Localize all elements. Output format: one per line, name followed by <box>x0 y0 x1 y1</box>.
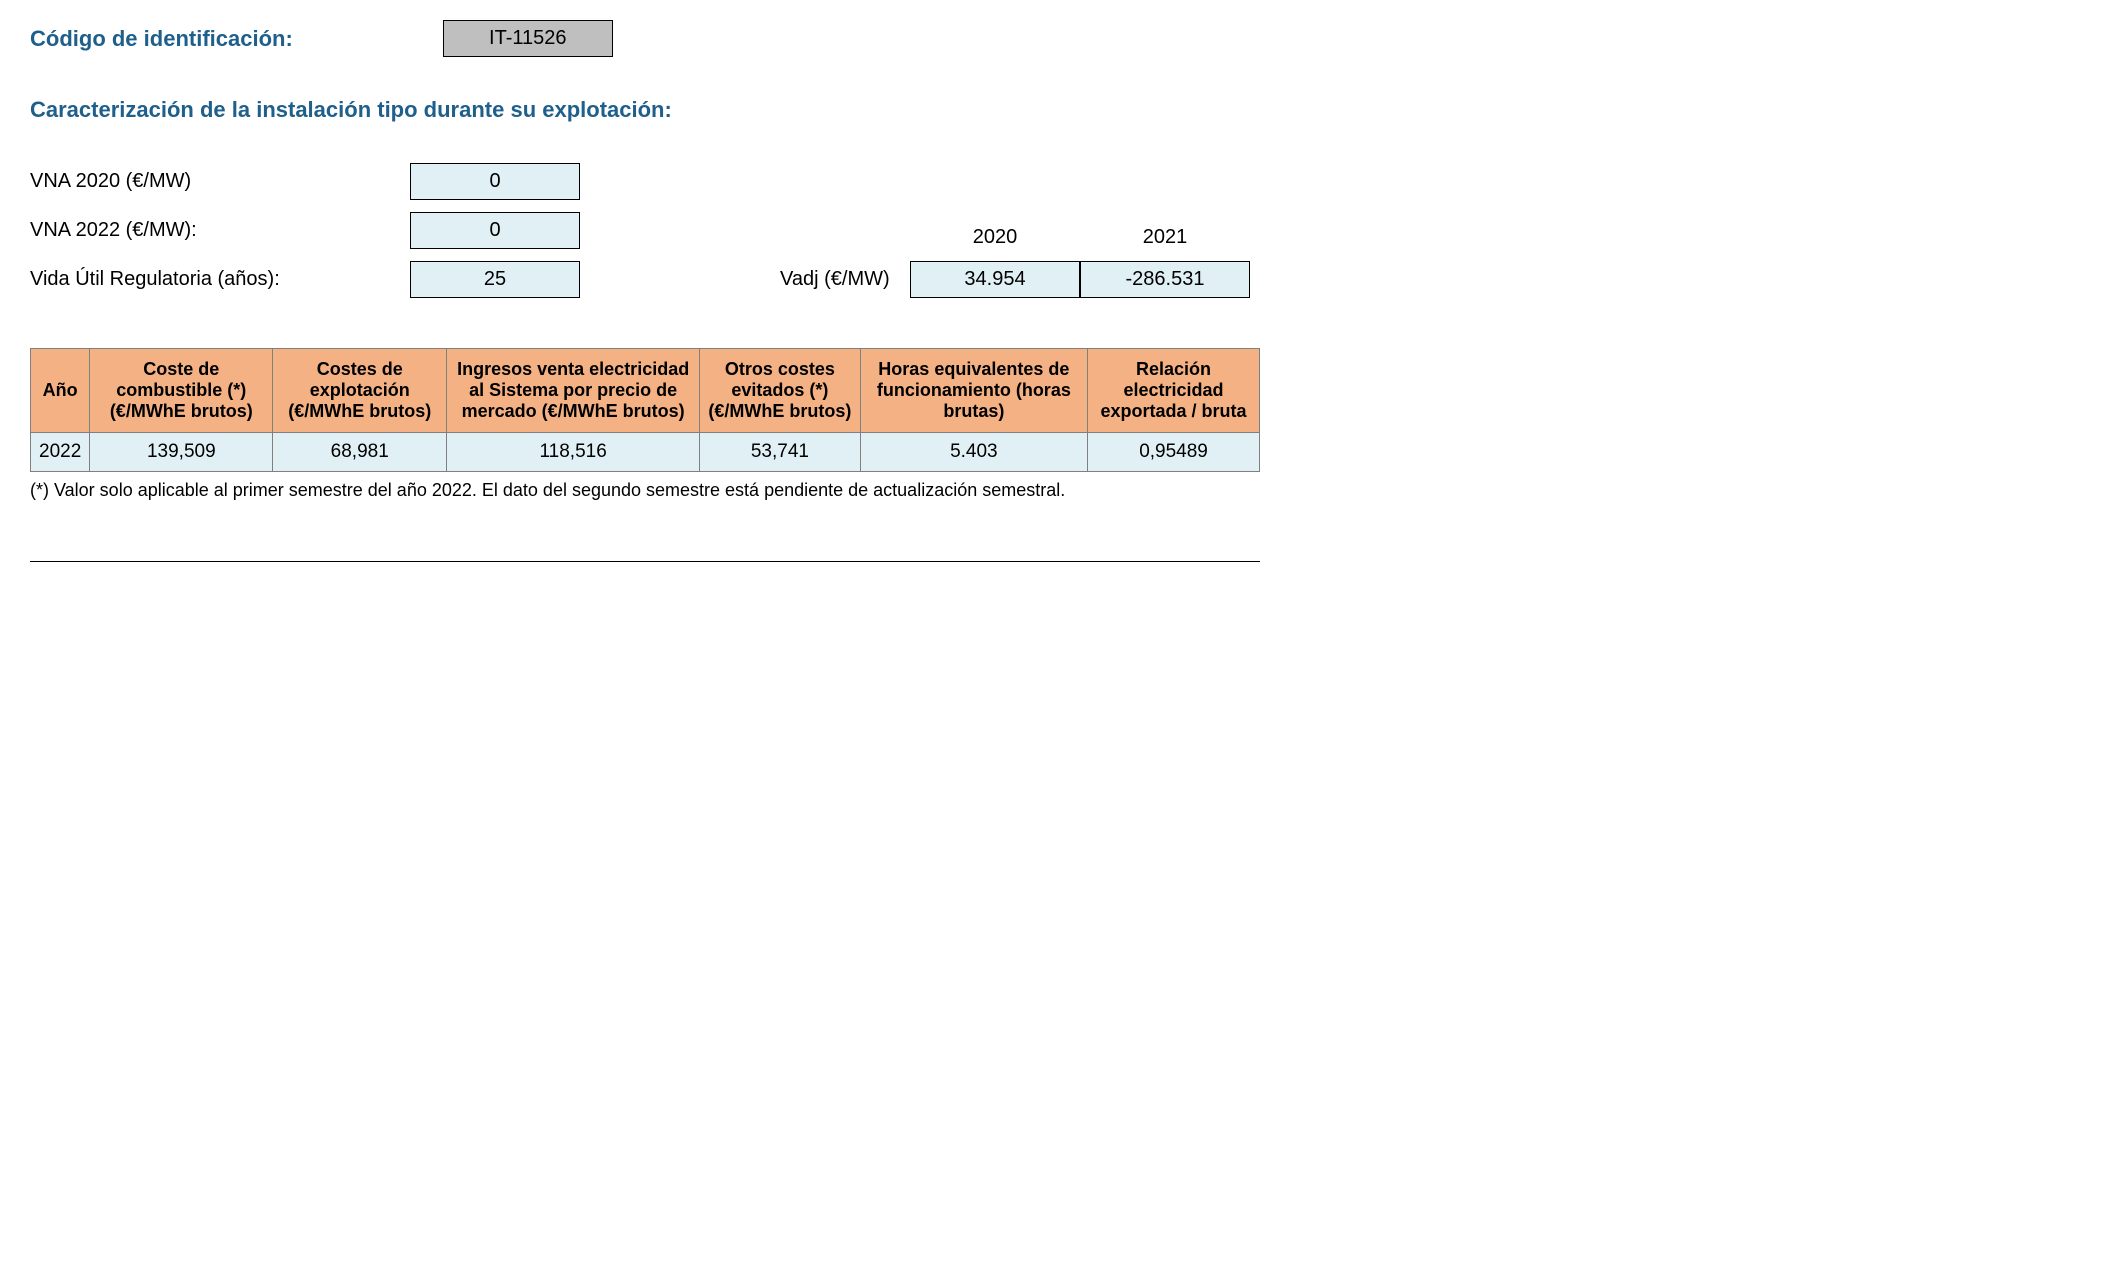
parameters-right: 2020 2021 Vadj (€/MW) 34.954 -286.531 <box>780 163 1250 298</box>
parameters-section: VNA 2020 (€/MW) 0 VNA 2022 (€/MW): 0 Vid… <box>30 163 2096 298</box>
main-data-table: Año Coste de combustible (*) (€/MWhE bru… <box>30 348 1260 472</box>
vadj-row: Vadj (€/MW) 34.954 -286.531 <box>780 261 1250 298</box>
vna-2022-label: VNA 2022 (€/MW): <box>30 219 410 242</box>
footnote: (*) Valor solo aplicable al primer semes… <box>30 480 2096 501</box>
vadj-2021-value: -286.531 <box>1080 261 1250 298</box>
col-ratio-header: Relación electricidad exportada / bruta <box>1088 349 1260 433</box>
col-exploit-header: Costes de explotación (€/MWhE brutos) <box>273 349 447 433</box>
cell-fuel-cost: 139,509 <box>90 433 273 472</box>
parameters-left: VNA 2020 (€/MW) 0 VNA 2022 (€/MW): 0 Vid… <box>30 163 580 298</box>
year-2021-header: 2021 <box>1080 226 1250 249</box>
vadj-2020-value: 34.954 <box>910 261 1080 298</box>
table-data-row: 2022 139,509 68,981 118,516 53,741 5.403… <box>31 433 1260 472</box>
col-year-header: Año <box>31 349 90 433</box>
cell-year: 2022 <box>31 433 90 472</box>
year-2020-header: 2020 <box>910 226 1080 249</box>
cell-income: 118,516 <box>447 433 700 472</box>
col-income-header: Ingresos venta electricidad al Sistema p… <box>447 349 700 433</box>
col-hours-header: Horas equivalentes de funcionamiento (ho… <box>860 349 1087 433</box>
identification-label: Código de identificación: <box>30 26 293 52</box>
col-other-header: Otros costes evitados (*) (€/MWhE brutos… <box>700 349 860 433</box>
col-fuel-header: Coste de combustible (*) (€/MWhE brutos) <box>90 349 273 433</box>
cell-hours: 5.403 <box>860 433 1087 472</box>
identification-header: Código de identificación: IT-11526 <box>30 20 2096 57</box>
vida-util-label: Vida Útil Regulatoria (años): <box>30 268 410 291</box>
vida-util-value: 25 <box>410 261 580 298</box>
cell-ratio: 0,95489 <box>1088 433 1260 472</box>
cell-other-costs: 53,741 <box>700 433 860 472</box>
vadj-label: Vadj (€/MW) <box>780 268 910 291</box>
cell-exploit-cost: 68,981 <box>273 433 447 472</box>
section-title: Caracterización de la instalación tipo d… <box>30 97 2096 123</box>
vna-2020-label: VNA 2020 (€/MW) <box>30 170 410 193</box>
vna-2020-value: 0 <box>410 163 580 200</box>
year-headers: 2020 2021 <box>780 226 1250 249</box>
identification-code: IT-11526 <box>443 20 613 57</box>
divider <box>30 561 1260 562</box>
vna-2022-value: 0 <box>410 212 580 249</box>
table-header-row: Año Coste de combustible (*) (€/MWhE bru… <box>31 349 1260 433</box>
